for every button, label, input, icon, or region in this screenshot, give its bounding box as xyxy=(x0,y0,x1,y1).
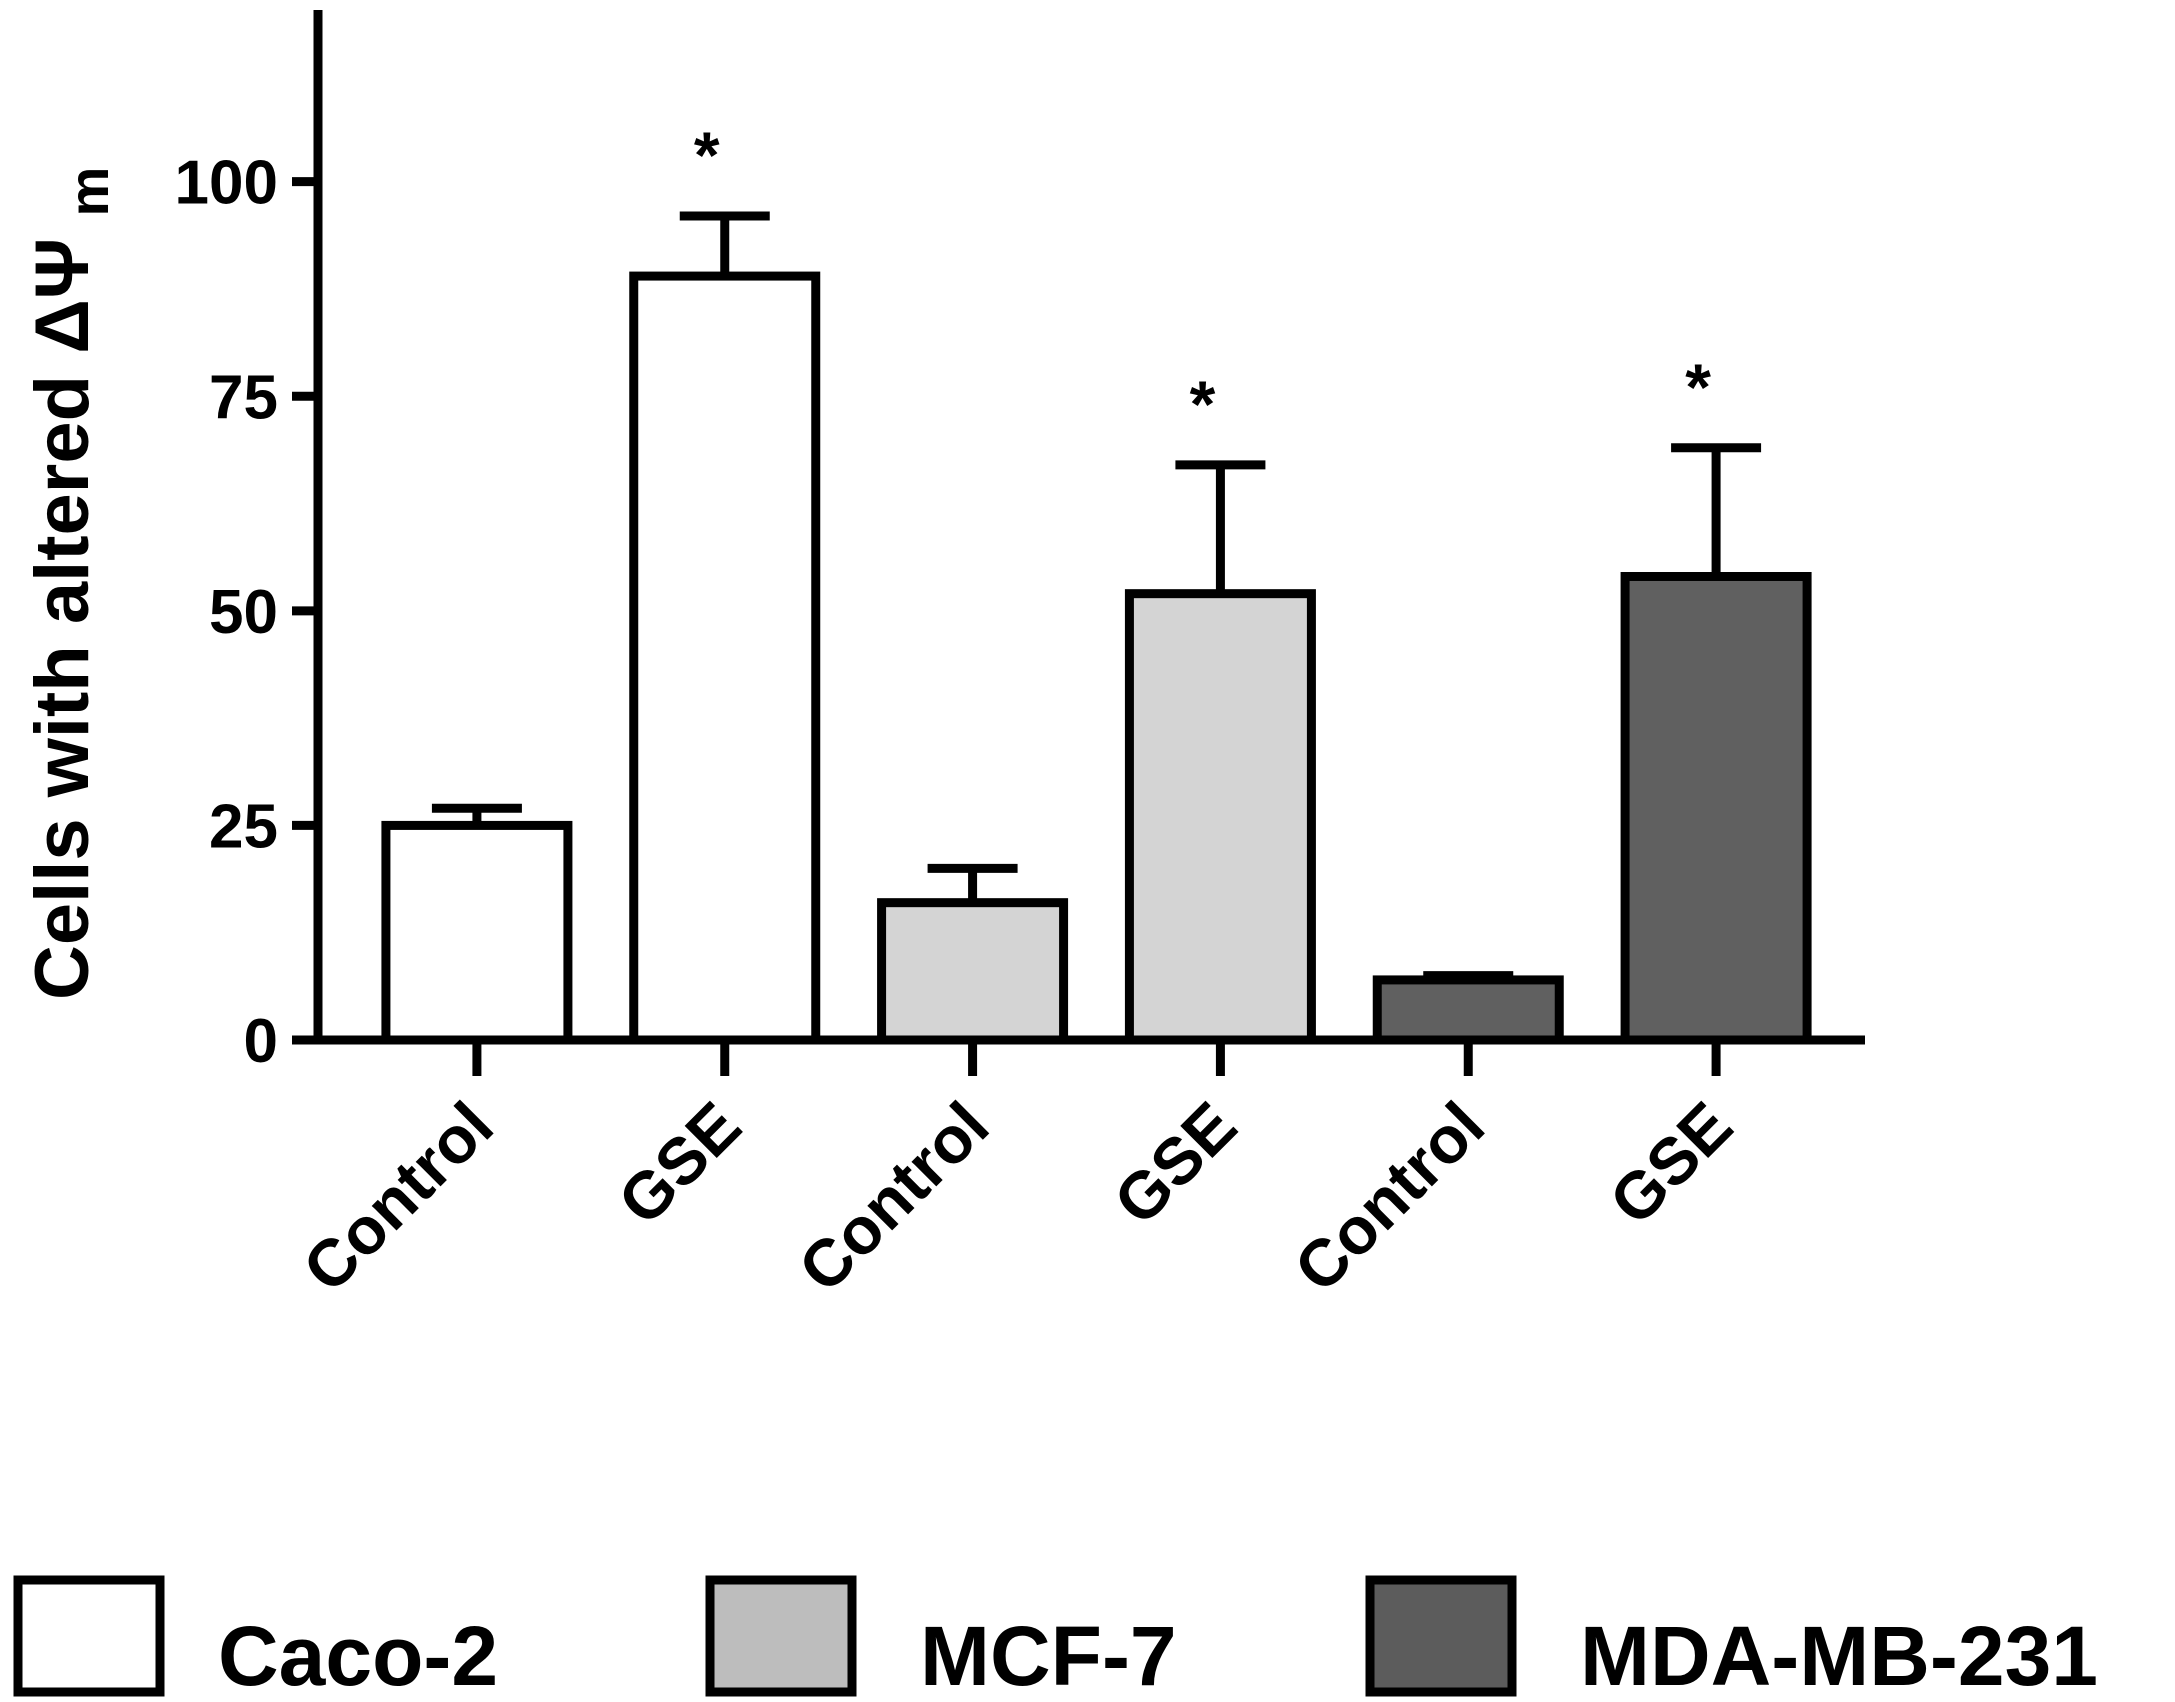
legend-swatch xyxy=(705,1575,857,1697)
legend-swatch xyxy=(1365,1575,1517,1697)
bar xyxy=(1124,589,1316,1045)
category-label: GSE xyxy=(1099,1088,1250,1239)
y-tick-label: 0 xyxy=(244,1007,278,1076)
significance-markers: * * * xyxy=(694,118,1711,441)
significance-star: * xyxy=(1190,367,1216,441)
bar xyxy=(1372,975,1564,1045)
x-axis xyxy=(313,1035,1865,1076)
legend-label: MCF-7 xyxy=(920,1609,1177,1702)
significance-star: * xyxy=(694,118,720,192)
bars xyxy=(381,271,1812,1045)
y-axis-label: Cells with altered ΔΨ m xyxy=(20,167,120,1000)
y-tick-label: 75 xyxy=(209,363,278,432)
bar xyxy=(877,898,1069,1045)
y-tick-label: 50 xyxy=(209,578,278,647)
bar xyxy=(629,271,821,1045)
legend: Caco-2 MCF-7 MDA-MB-231 xyxy=(13,1575,2098,1702)
y-axis-label-main: Cells with altered xyxy=(20,375,105,1000)
legend-swatch xyxy=(13,1575,165,1697)
category-label: GSE xyxy=(1595,1088,1746,1239)
y-axis-label-subscript: m xyxy=(57,167,120,217)
legend-label: Caco-2 xyxy=(218,1609,498,1702)
category-label: Control xyxy=(784,1088,1002,1306)
category-label: Control xyxy=(289,1088,507,1306)
category-labels: Control GSE Control GSE Control GSE xyxy=(289,1088,1746,1306)
y-tick-label: 100 xyxy=(175,149,278,218)
y-axis-label-symbol: ΔΨ xyxy=(20,238,105,354)
bar xyxy=(381,820,573,1045)
error-bars xyxy=(431,211,1762,981)
y-axis: 0 25 50 75 100 xyxy=(175,10,323,1076)
category-label: Control xyxy=(1280,1088,1498,1306)
significance-star: * xyxy=(1685,350,1711,424)
y-tick-label: 25 xyxy=(209,792,278,861)
bar xyxy=(1620,572,1812,1045)
category-label: GSE xyxy=(604,1088,755,1239)
legend-label: MDA-MB-231 xyxy=(1580,1609,2098,1702)
